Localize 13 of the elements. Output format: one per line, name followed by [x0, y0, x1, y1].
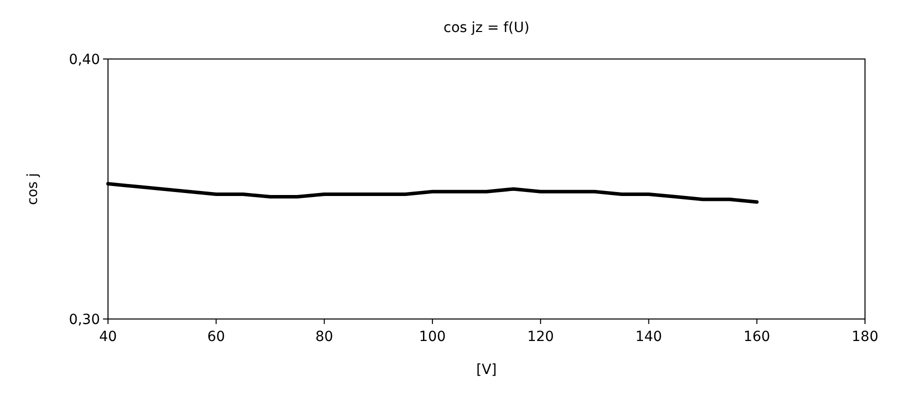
- y-axis-title: cos j: [25, 173, 41, 205]
- x-tick-label: 80: [315, 329, 334, 345]
- y-tick-label: 0,40: [68, 52, 100, 68]
- y-tick-label: 0,30: [68, 312, 100, 328]
- x-tick-label: 40: [99, 329, 117, 345]
- x-axis-title: [V]: [476, 362, 497, 378]
- x-tick-label: 160: [743, 329, 770, 345]
- x-tick-label: 120: [527, 329, 554, 345]
- x-tick-label: 60: [207, 329, 226, 345]
- x-tick-label: 140: [635, 329, 662, 345]
- chart-title: cos jz = f(U): [444, 20, 530, 36]
- x-tick-label: 180: [852, 329, 878, 345]
- x-tick-label: 100: [419, 329, 446, 345]
